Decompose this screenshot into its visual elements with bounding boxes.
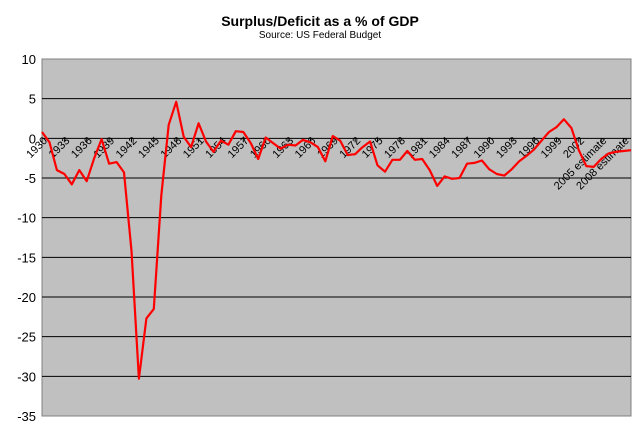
chart-title: Surplus/Deficit as a % of GDP — [221, 13, 419, 29]
series-group — [41, 100, 632, 380]
y-tick-label: -25 — [17, 330, 36, 345]
y-tick-label: -30 — [17, 369, 36, 384]
chart-subtitle: Source: US Federal Budget — [258, 30, 382, 41]
y-tick-label: 0 — [29, 131, 36, 146]
y-tick-label: 10 — [22, 52, 36, 67]
y-tick-label: -10 — [17, 211, 36, 226]
y-tick-label: -35 — [17, 409, 36, 424]
y-tick-label: -20 — [17, 290, 36, 305]
y-tick-label: -15 — [17, 250, 36, 265]
y-tick-label: -5 — [24, 171, 36, 186]
plot-area — [41, 58, 632, 417]
y-tick-label: 5 — [29, 92, 36, 107]
series-line-0 — [41, 100, 632, 380]
y-axis-tick-labels: 10 5 0 -5 -10 -15 -20 -25 -30 -35 — [17, 52, 36, 424]
